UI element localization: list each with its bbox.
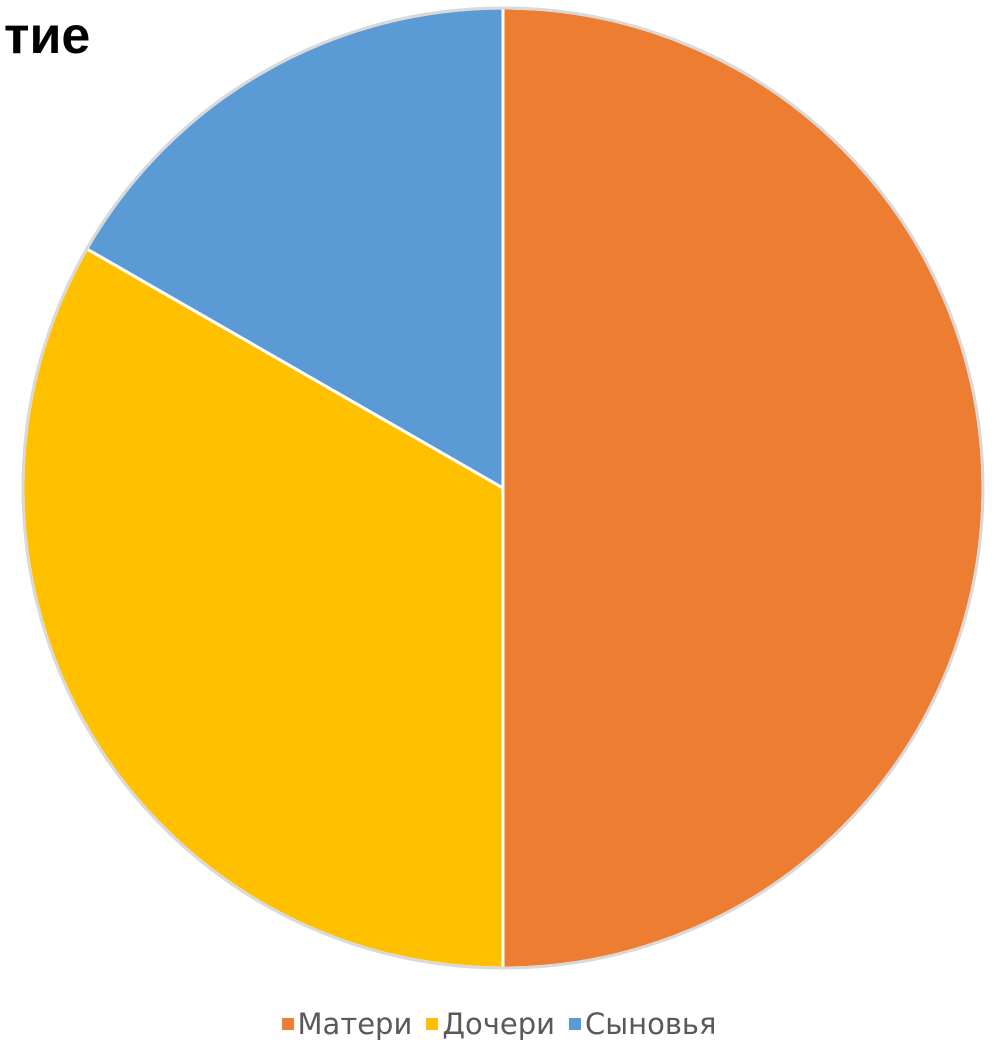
- pie-slice-mothers[interactable]: [501, 6, 985, 970]
- legend-label-sons: Сыновья: [584, 1007, 717, 1041]
- page-title-fragment: тие: [4, 7, 91, 65]
- legend-item-sons[interactable]: Сыновья: [568, 1007, 717, 1041]
- pie-slices: [21, 6, 985, 970]
- chart-legend: Матери Дочери Сыновья: [0, 1002, 998, 1046]
- legend-swatch-sons: [568, 1018, 581, 1030]
- legend-label-daughters: Дочери: [442, 1007, 555, 1041]
- legend-swatch-mothers: [281, 1018, 294, 1030]
- legend-label-mothers: Матери: [297, 1007, 413, 1041]
- legend-item-daughters[interactable]: Дочери: [426, 1007, 555, 1041]
- pie-outline: [21, 6, 985, 970]
- legend-swatch-daughters: [426, 1018, 439, 1030]
- legend-item-mothers[interactable]: Матери: [281, 1007, 413, 1041]
